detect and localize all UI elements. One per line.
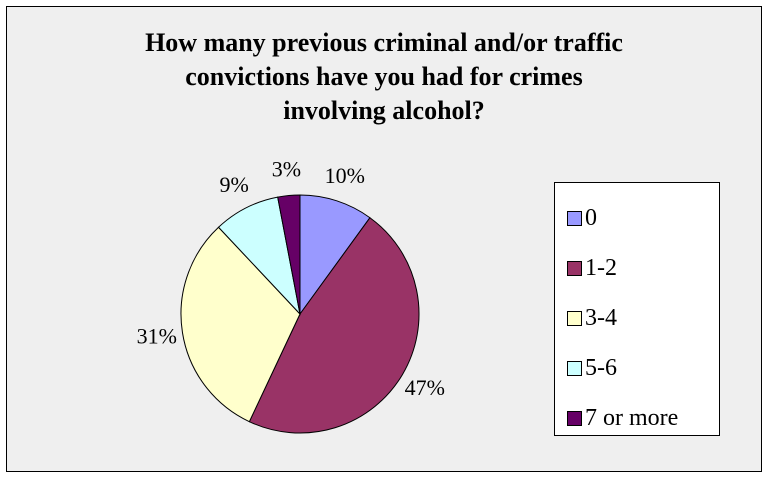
pie-slice-7-or-more: [277, 194, 301, 315]
legend-item: 1-2: [555, 243, 719, 293]
legend-swatch-3: [567, 360, 582, 376]
pie-slice-1-2: [248, 217, 420, 434]
legend-swatch-2: [567, 310, 582, 326]
data-label: 9%: [220, 172, 249, 197]
data-label: 31%: [137, 324, 177, 349]
legend-label: 5-6: [585, 354, 617, 381]
legend-label: 1-2: [585, 254, 617, 281]
legend-swatch-0: [567, 210, 582, 226]
legend-label: 3-4: [585, 304, 617, 331]
legend-swatch-1: [567, 260, 582, 276]
pie-slice-0: [299, 194, 371, 316]
legend-label: 7 or more: [585, 404, 679, 431]
data-label: 47%: [405, 375, 445, 400]
chart-title: How many previous criminal and/or traffi…: [145, 28, 623, 125]
legend-swatch-4: [567, 410, 582, 426]
legend-item: 3-4: [555, 293, 719, 343]
legend-item: 5-6: [555, 343, 719, 393]
data-label: 10%: [325, 163, 365, 188]
data-label: 3%: [272, 157, 301, 182]
legend-label: 0: [585, 204, 597, 231]
legend-item: 7 or more: [555, 393, 719, 443]
legend-item: 0: [555, 193, 719, 243]
pie-slice-3-4: [180, 226, 301, 423]
legend: 0 1-2 3-4 5-6 7 or more: [554, 182, 720, 436]
